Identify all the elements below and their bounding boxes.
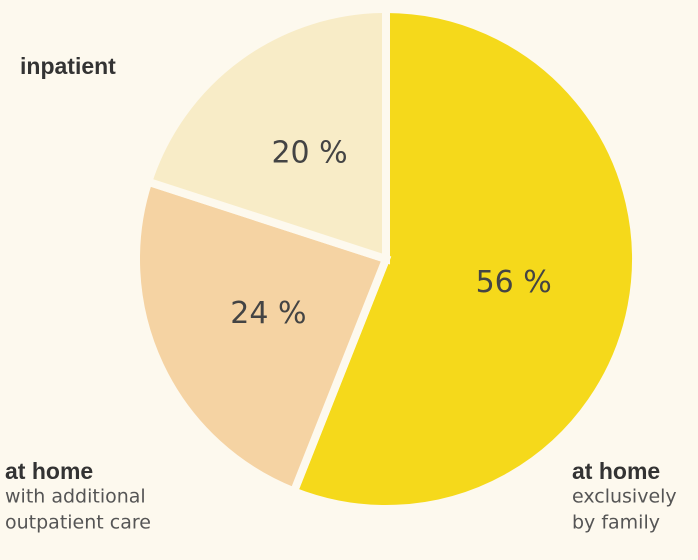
pie-slice: [132, 176, 392, 497]
value-label: 20 %: [271, 135, 347, 170]
category-note: exclusively: [572, 486, 677, 508]
category-note: with additional: [5, 486, 146, 508]
pie-slice: [288, 4, 640, 513]
value-label: 56 %: [476, 265, 552, 300]
pie-slice: [143, 4, 390, 265]
category-label: at home: [572, 458, 660, 484]
category-note: by family: [572, 512, 660, 534]
category-label: inpatient: [20, 53, 116, 79]
value-label: 24 %: [230, 296, 306, 331]
category-note: outpatient care: [5, 512, 151, 534]
category-label: at home: [5, 458, 93, 484]
